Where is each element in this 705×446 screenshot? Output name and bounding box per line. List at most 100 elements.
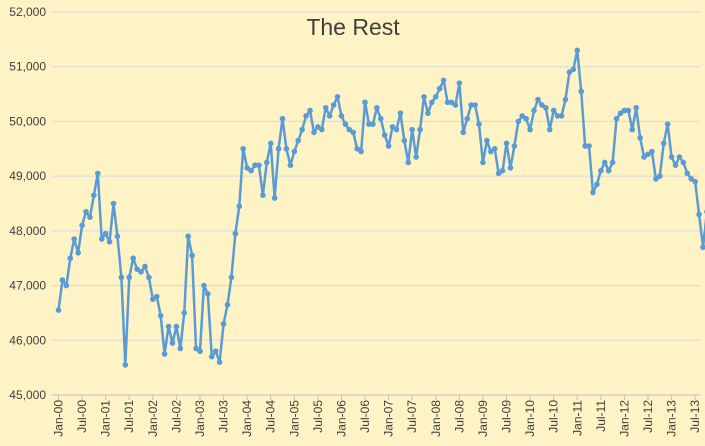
x-tick-label: Jan-02: [146, 400, 160, 437]
data-point: [531, 107, 537, 114]
x-tick-label: Jan-08: [429, 400, 443, 437]
x-tick-label: Jul-06: [358, 400, 372, 433]
data-point: [680, 159, 687, 166]
x-tick-label: Jul-05: [311, 400, 325, 433]
data-point: [201, 282, 207, 289]
data-point: [633, 104, 640, 111]
data-point: [617, 110, 624, 117]
x-tick-label: Jan-00: [52, 400, 66, 437]
x-tick-label: Jul-12: [641, 400, 655, 433]
y-tick-label: 51,000: [9, 60, 46, 74]
data-point: [554, 113, 561, 119]
data-point: [425, 110, 431, 117]
data-point: [322, 104, 329, 111]
data-point: [621, 107, 628, 114]
data-point: [283, 145, 290, 152]
data-point: [87, 214, 93, 220]
x-tick-label: Jan-11: [570, 400, 584, 436]
data-point: [236, 203, 243, 210]
x-tick-label: Jan-03: [193, 400, 207, 437]
data-point: [102, 230, 109, 237]
data-point: [248, 167, 254, 174]
data-point: [374, 104, 380, 111]
data-point: [122, 362, 129, 368]
data-point: [91, 192, 97, 199]
data-point: [98, 236, 105, 242]
data-point: [668, 154, 675, 160]
data-point: [106, 239, 113, 245]
x-tick-label: Jan-06: [334, 400, 348, 437]
data-point: [523, 115, 529, 122]
data-point: [460, 129, 467, 136]
data-point: [153, 293, 160, 300]
data-point: [263, 159, 270, 166]
x-tick-label: Jan-01: [99, 400, 113, 437]
data-point: [303, 113, 309, 119]
data-point: [472, 102, 478, 108]
data-point: [413, 154, 419, 160]
data-point: [488, 148, 494, 155]
data-point: [354, 145, 360, 152]
data-point: [601, 159, 608, 166]
data-point: [126, 274, 133, 281]
data-point: [157, 312, 164, 319]
x-axis-labels: Jan-00 Jul-00 Jan-01 Jul-01 Jan-02 Jul-02 Jan-…: [52, 400, 703, 437]
y-tick-label: 52,000: [9, 5, 46, 19]
x-tick-label: Jul-10: [547, 400, 561, 433]
data-point: [358, 148, 364, 155]
data-point: [165, 323, 172, 330]
x-tick-label: Jul-00: [75, 400, 89, 433]
data-point: [142, 263, 148, 270]
data-point: [484, 137, 490, 144]
data-point: [558, 113, 565, 119]
data-point: [440, 77, 447, 84]
data-point: [503, 140, 510, 147]
data-point: [645, 151, 651, 158]
data-point: [161, 351, 168, 357]
data-point: [173, 323, 180, 330]
data-point: [205, 290, 211, 297]
data-point: [637, 135, 643, 141]
data-point: [220, 321, 227, 327]
data-point: [629, 126, 636, 133]
data-point: [550, 107, 557, 114]
data-point: [326, 113, 333, 119]
data-point: [181, 310, 188, 316]
data-point: [409, 126, 416, 133]
data-point: [185, 233, 191, 240]
data-point: [110, 200, 117, 207]
data-point: [535, 96, 541, 103]
data-point: [252, 162, 258, 168]
data-point: [546, 126, 553, 133]
data-point: [417, 126, 423, 133]
series: [55, 47, 705, 368]
data-point: [700, 244, 705, 251]
x-tick-label: Jul-03: [217, 400, 231, 433]
data-point: [232, 230, 239, 237]
data-point: [362, 99, 368, 106]
data-point: [684, 170, 691, 177]
data-point: [342, 121, 349, 127]
x-tick-label: Jan-05: [287, 400, 301, 437]
data-point: [543, 104, 549, 111]
data-point: [464, 115, 471, 122]
data-point: [315, 124, 321, 130]
data-point: [291, 148, 298, 155]
data-point: [499, 167, 506, 174]
data-point: [169, 340, 176, 346]
x-tick-label: Jul-02: [169, 400, 183, 433]
data-point: [625, 107, 632, 114]
x-tick-label: Jul-04: [264, 400, 278, 433]
data-point: [240, 145, 247, 152]
data-point: [507, 165, 514, 171]
data-point: [656, 173, 663, 179]
y-tick-label: 47,000: [9, 279, 46, 293]
x-tick-label: Jan-13: [665, 400, 679, 437]
y-tick-label: 46,000: [9, 333, 46, 347]
data-point: [495, 170, 502, 177]
data-point: [311, 129, 317, 136]
y-tick-label: 49,000: [9, 169, 46, 183]
data-point: [267, 140, 274, 147]
data-point: [393, 126, 400, 133]
